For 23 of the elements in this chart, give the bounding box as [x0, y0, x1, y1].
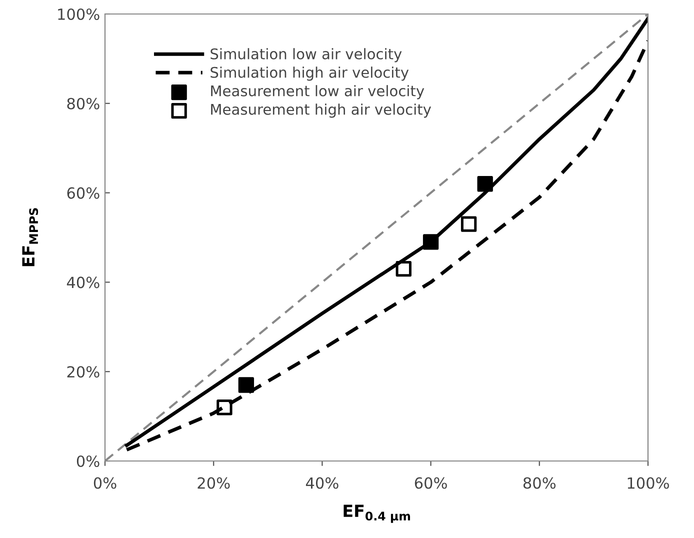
legend-label: Simulation low air velocity — [210, 48, 402, 62]
legend-label: Simulation high air velocity — [210, 66, 409, 81]
y-tick-label: 20% — [67, 366, 100, 378]
y-tick-label: 100% — [58, 8, 100, 20]
point — [460, 216, 477, 232]
x-tick-label: 20% — [198, 477, 230, 489]
y-tick-label: 40% — [66, 276, 100, 288]
x-tick-label: 100% — [628, 477, 669, 489]
x-tick-label: 80% — [523, 477, 556, 489]
x-tick-label: 0% — [94, 477, 116, 489]
point — [422, 234, 439, 250]
point — [216, 400, 232, 416]
point — [396, 260, 412, 277]
point — [477, 176, 493, 192]
x-tick-label: 60% — [414, 477, 447, 489]
y-tick-label: 60% — [67, 187, 100, 199]
x-tick-label: 40% — [306, 477, 338, 489]
y-tick-label: 80% — [67, 98, 100, 110]
legend-label: Measurement high air velocity — [211, 104, 432, 118]
y-axis-title: EFMPPS — [22, 208, 38, 266]
point — [238, 377, 254, 393]
y-tick-label: 0% — [76, 455, 100, 468]
legend-label: Measurement low air velocity — [211, 85, 424, 100]
